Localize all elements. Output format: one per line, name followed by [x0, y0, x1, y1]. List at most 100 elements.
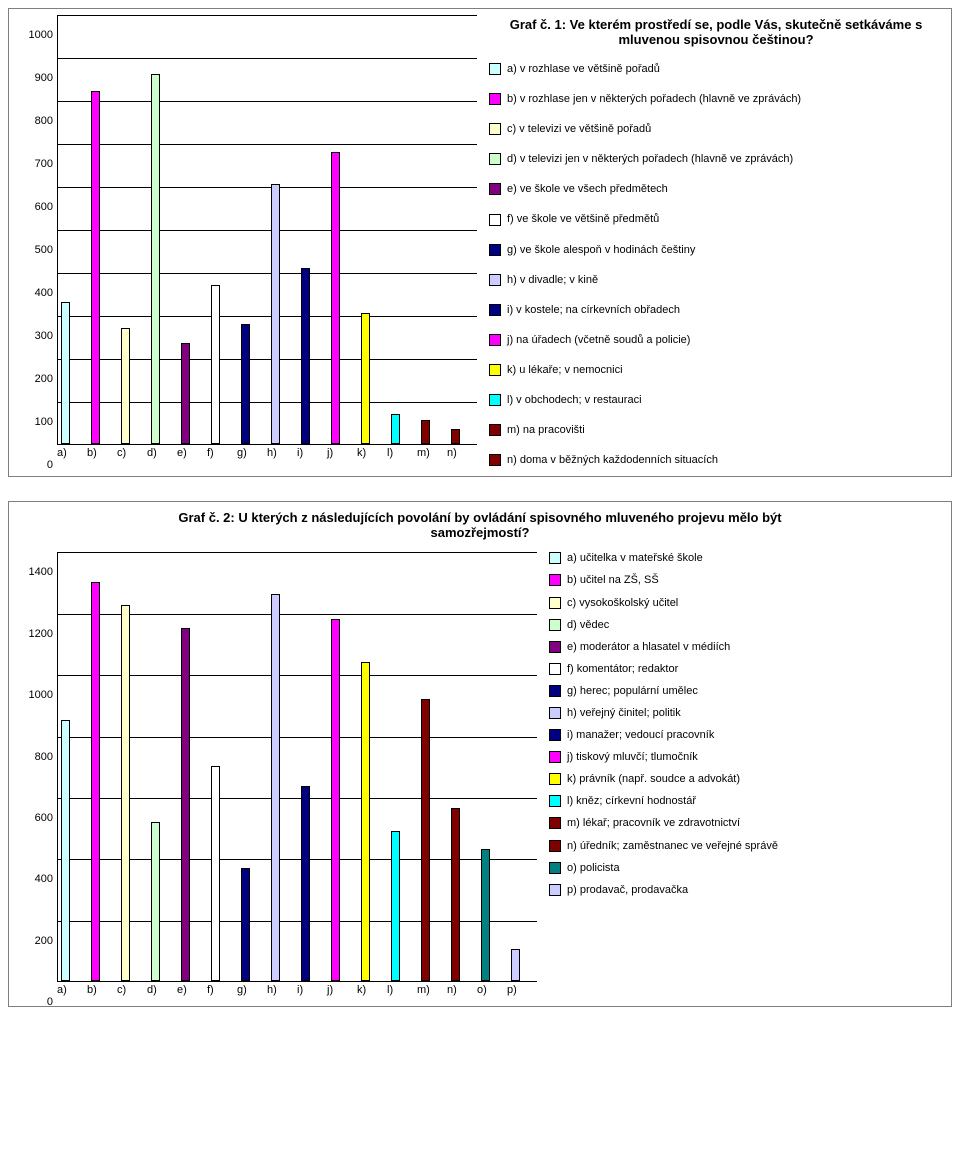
- chart1-bar-k: [361, 313, 370, 444]
- legend-swatch: [549, 773, 561, 785]
- chart1-legend-item: k) u lékaře; v nemocnici: [489, 364, 943, 376]
- xtick-label: m): [417, 447, 447, 459]
- legend-swatch: [489, 334, 501, 346]
- legend-swatch: [489, 183, 501, 195]
- legend-label: e) moderátor a hlasatel v médiích: [567, 641, 730, 653]
- legend-label: i) manažer; vedoucí pracovník: [567, 729, 714, 741]
- xtick-label: b): [87, 984, 117, 996]
- chart2-legend-item: j) tiskový mluvčí; tlumočník: [549, 751, 943, 763]
- chart1-legend-item: m) na pracovišti: [489, 424, 943, 436]
- xtick-label: i): [297, 984, 327, 996]
- legend-swatch: [489, 274, 501, 286]
- ytick-label: 1000: [29, 689, 57, 701]
- chart2-panel: Graf č. 2: U kterých z následujících pov…: [8, 501, 952, 1007]
- chart1-legend: a) v rozhlase ve většině pořadů b) v rozh…: [489, 63, 943, 466]
- chart2-title: Graf č. 2: U kterých z následujících pov…: [130, 510, 830, 540]
- legend-swatch: [549, 552, 561, 564]
- gridline: [58, 273, 477, 274]
- ytick-label: 600: [35, 201, 57, 213]
- chart1-legend-item: i) v kostele; na církevních obřadech: [489, 304, 943, 316]
- chart2-legend-item: i) manažer; vedoucí pracovník: [549, 729, 943, 741]
- chart2-bar-g: [241, 868, 250, 982]
- chart2-bar-d: [151, 822, 160, 982]
- ytick-label: 300: [35, 330, 57, 342]
- ytick-label: 200: [35, 373, 57, 385]
- legend-label: n) úředník; zaměstnanec ve veřejné správ…: [567, 840, 778, 852]
- chart2-bar-k: [361, 662, 370, 981]
- legend-label: k) u lékaře; v nemocnici: [507, 364, 623, 376]
- legend-swatch: [549, 751, 561, 763]
- ytick-label: 1200: [29, 628, 57, 640]
- gridline: [58, 144, 477, 145]
- xtick-label: a): [57, 984, 87, 996]
- gridline: [58, 187, 477, 188]
- legend-label: b) učitel na ZŠ, SŠ: [567, 574, 659, 586]
- chart1-legend-item: j) na úřadech (včetně soudů a policie): [489, 334, 943, 346]
- gridline: [58, 230, 477, 231]
- legend-label: k) právník (např. soudce a advokát): [567, 773, 740, 785]
- chart2-legend-item: o) policista: [549, 862, 943, 874]
- chart2-legend: a) učitelka v mateřské škole b) učitel na…: [537, 552, 943, 996]
- chart1-plot: [57, 15, 477, 445]
- legend-label: f) ve škole ve většině předmětů: [507, 213, 659, 225]
- xtick-label: n): [447, 447, 477, 459]
- ytick-label: 800: [35, 115, 57, 127]
- xtick-label: j): [327, 984, 357, 996]
- legend-label: n) doma v běžných každodenních situacích: [507, 454, 718, 466]
- chart1-legend-item: g) ve škole alespoň v hodinách češtiny: [489, 244, 943, 256]
- ytick-label: 800: [35, 751, 57, 763]
- chart2-bar-l: [391, 831, 400, 982]
- legend-swatch: [549, 663, 561, 675]
- chart1-xaxis: a)b)c)d)e)f)g)h)i)j)k)l)m)n): [57, 447, 477, 459]
- xtick-label: k): [357, 984, 387, 996]
- legend-label: l) kněz; církevní hodnostář: [567, 795, 696, 807]
- ytick-label: 900: [35, 72, 57, 84]
- chart1-panel: 01002003004005006007008009001000a)b)c)d)…: [8, 8, 952, 477]
- xtick-label: i): [297, 447, 327, 459]
- chart2-plot: [57, 552, 537, 982]
- legend-label: g) ve škole alespoň v hodinách češtiny: [507, 244, 695, 256]
- chart1-bar-b: [91, 91, 100, 444]
- chart2-bar-p: [511, 949, 520, 981]
- chart2-legend-item: a) učitelka v mateřské škole: [549, 552, 943, 564]
- chart1-bar-a: [61, 302, 70, 444]
- ytick-label: 0: [47, 996, 57, 1008]
- legend-label: d) vědec: [567, 619, 609, 631]
- legend-swatch: [549, 862, 561, 874]
- chart2-left-col: 0200400600800100012001400a)b)c)d)e)f)g)h…: [17, 552, 537, 996]
- chart2-bar-m: [421, 699, 430, 982]
- chart1-legend-item: b) v rozhlase jen v některých pořadech (…: [489, 93, 943, 105]
- legend-label: c) v televizi ve většině pořadů: [507, 123, 651, 135]
- ytick-label: 200: [35, 935, 57, 947]
- chart2-legend-item: m) lékař; pracovník ve zdravotnictví: [549, 817, 943, 829]
- legend-label: i) v kostele; na církevních obřadech: [507, 304, 680, 316]
- xtick-label: e): [177, 447, 207, 459]
- gridline: [58, 58, 477, 59]
- legend-swatch: [489, 424, 501, 436]
- chart2-bar-n: [451, 808, 460, 982]
- chart2-legend-item: n) úředník; zaměstnanec ve veřejné správ…: [549, 840, 943, 852]
- xtick-label: k): [357, 447, 387, 459]
- xtick-label: d): [147, 984, 177, 996]
- legend-swatch: [489, 214, 501, 226]
- ytick-label: 700: [35, 158, 57, 170]
- chart1-bar-f: [211, 285, 220, 444]
- legend-label: a) v rozhlase ve většině pořadů: [507, 63, 660, 75]
- xtick-label: g): [237, 984, 267, 996]
- chart1-legend-item: n) doma v běžných každodenních situacích: [489, 454, 943, 466]
- chart2-xaxis: a)b)c)d)e)f)g)h)i)j)k)l)m)n)o)p): [57, 984, 537, 996]
- chart2-legend-item: e) moderátor a hlasatel v médiích: [549, 641, 943, 653]
- chart1-bar-d: [151, 74, 160, 444]
- xtick-label: h): [267, 447, 297, 459]
- legend-swatch: [489, 364, 501, 376]
- legend-swatch: [489, 394, 501, 406]
- chart1-legend-item: d) v televizi jen v některých pořadech (…: [489, 153, 943, 165]
- chart2-bar-o: [481, 849, 490, 981]
- chart2-legend-item: p) prodavač, prodavačka: [549, 884, 943, 896]
- legend-swatch: [489, 123, 501, 135]
- chart2-legend-item: d) vědec: [549, 619, 943, 631]
- legend-label: e) ve škole ve všech předmětech: [507, 183, 668, 195]
- chart2-legend-item: k) právník (např. soudce a advokát): [549, 773, 943, 785]
- legend-swatch: [549, 817, 561, 829]
- xtick-label: b): [87, 447, 117, 459]
